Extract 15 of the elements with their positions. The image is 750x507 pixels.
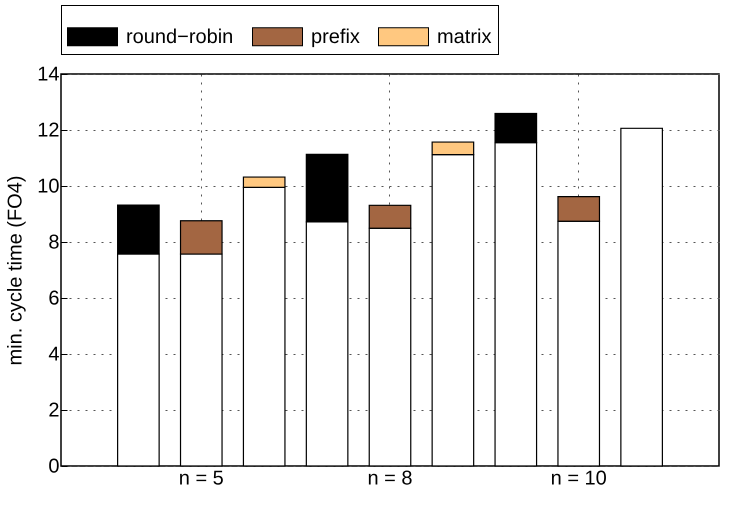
- y-tick-label: 12: [37, 120, 60, 142]
- y-tick-label: 8: [48, 232, 60, 254]
- y-tick-label: 4: [48, 344, 60, 366]
- y-tick-label: 0: [48, 456, 60, 478]
- legend-label: matrix: [437, 26, 492, 48]
- legend-label: round−robin: [126, 26, 234, 48]
- x-tick-label: n = 8: [367, 468, 413, 490]
- y-tick-label: 14: [37, 64, 60, 86]
- y-axis-title: min. cycle time (FO4): [4, 175, 26, 366]
- y-tick-label: 10: [37, 176, 60, 198]
- legend-label: prefix: [311, 26, 360, 48]
- y-tick-label: 6: [48, 288, 60, 310]
- y-tick-label: 2: [48, 400, 60, 422]
- x-tick-label: n = 5: [178, 468, 224, 490]
- x-tick-label: n = 10: [550, 468, 607, 490]
